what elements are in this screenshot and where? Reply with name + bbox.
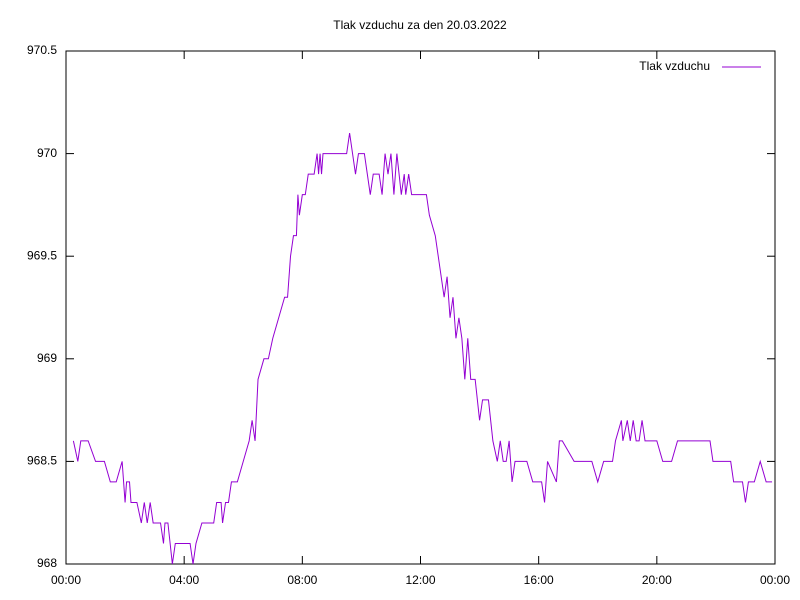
data-line — [72, 133, 773, 565]
x-tick-label: 04:00 — [169, 573, 199, 587]
y-tick-label: 970.5 — [27, 43, 57, 57]
x-tick-label: 16:00 — [524, 573, 554, 587]
y-tick-label: 970 — [37, 146, 57, 160]
x-tick-label: 00:00 — [760, 573, 790, 587]
chart-title: Tlak vzduchu za den 20.03.2022 — [333, 18, 507, 32]
x-tick-label: 00:00 — [51, 573, 81, 587]
x-tick-label: 12:00 — [405, 573, 435, 587]
y-tick-label: 969 — [37, 351, 57, 365]
y-tick-label: 969.5 — [27, 248, 57, 262]
x-tick-label: 08:00 — [287, 573, 317, 587]
legend-label: Tlak vzduchu — [639, 59, 710, 73]
y-tick-label: 968 — [37, 556, 57, 570]
x-tick-label: 20:00 — [642, 573, 672, 587]
y-tick-label: 968.5 — [27, 454, 57, 468]
